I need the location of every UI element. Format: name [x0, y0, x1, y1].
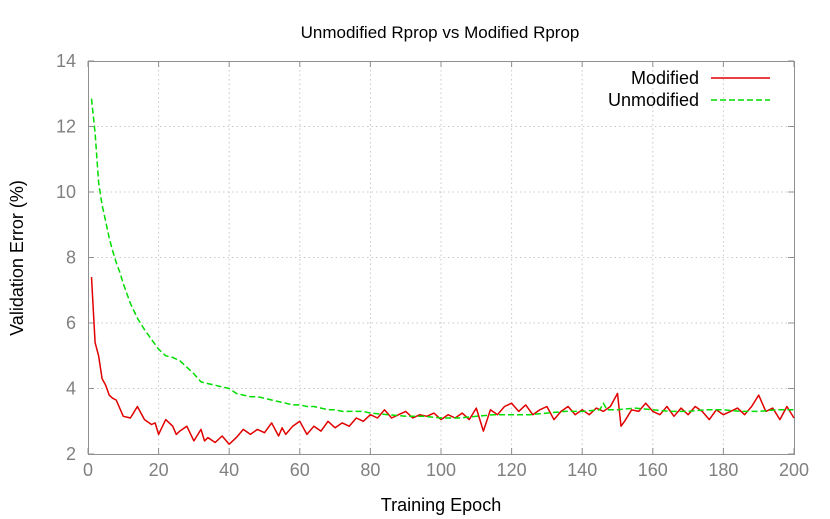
x-tick-label: 60	[290, 460, 310, 480]
x-tick-label: 160	[638, 460, 668, 480]
legend-label-unmodified: Unmodified	[608, 90, 699, 110]
y-tick-label: 8	[66, 248, 76, 268]
x-tick-label: 0	[83, 460, 93, 480]
x-tick-label: 40	[219, 460, 239, 480]
x-axis-label: Training Epoch	[381, 495, 501, 515]
x-tick-label: 100	[426, 460, 456, 480]
y-tick-label: 12	[56, 117, 76, 137]
x-tick-label: 200	[779, 460, 809, 480]
y-tick-label: 6	[66, 313, 76, 333]
x-tick-label: 120	[497, 460, 527, 480]
x-tick-label: 20	[149, 460, 169, 480]
y-tick-label: 4	[66, 379, 76, 399]
y-tick-label: 14	[56, 51, 76, 71]
chart-title: Unmodified Rprop vs Modified Rprop	[301, 23, 580, 42]
series-layer	[90, 98, 795, 445]
axis-ticks: 0 20 40 60 80 100 120 140 160 180 200 2 4 6 8 10 12 14	[56, 51, 809, 480]
series-line-modified	[90, 277, 795, 445]
x-tick-label: 80	[360, 460, 380, 480]
x-tick-label: 180	[708, 460, 738, 480]
series-line-unmodified	[90, 98, 794, 419]
legend-label-modified: Modified	[631, 68, 699, 88]
y-tick-label: 10	[56, 182, 76, 202]
x-tick-label: 140	[567, 460, 597, 480]
y-axis-label: Validation Error (%)	[7, 180, 27, 336]
y-tick-label: 2	[66, 444, 76, 464]
grid	[88, 61, 794, 454]
